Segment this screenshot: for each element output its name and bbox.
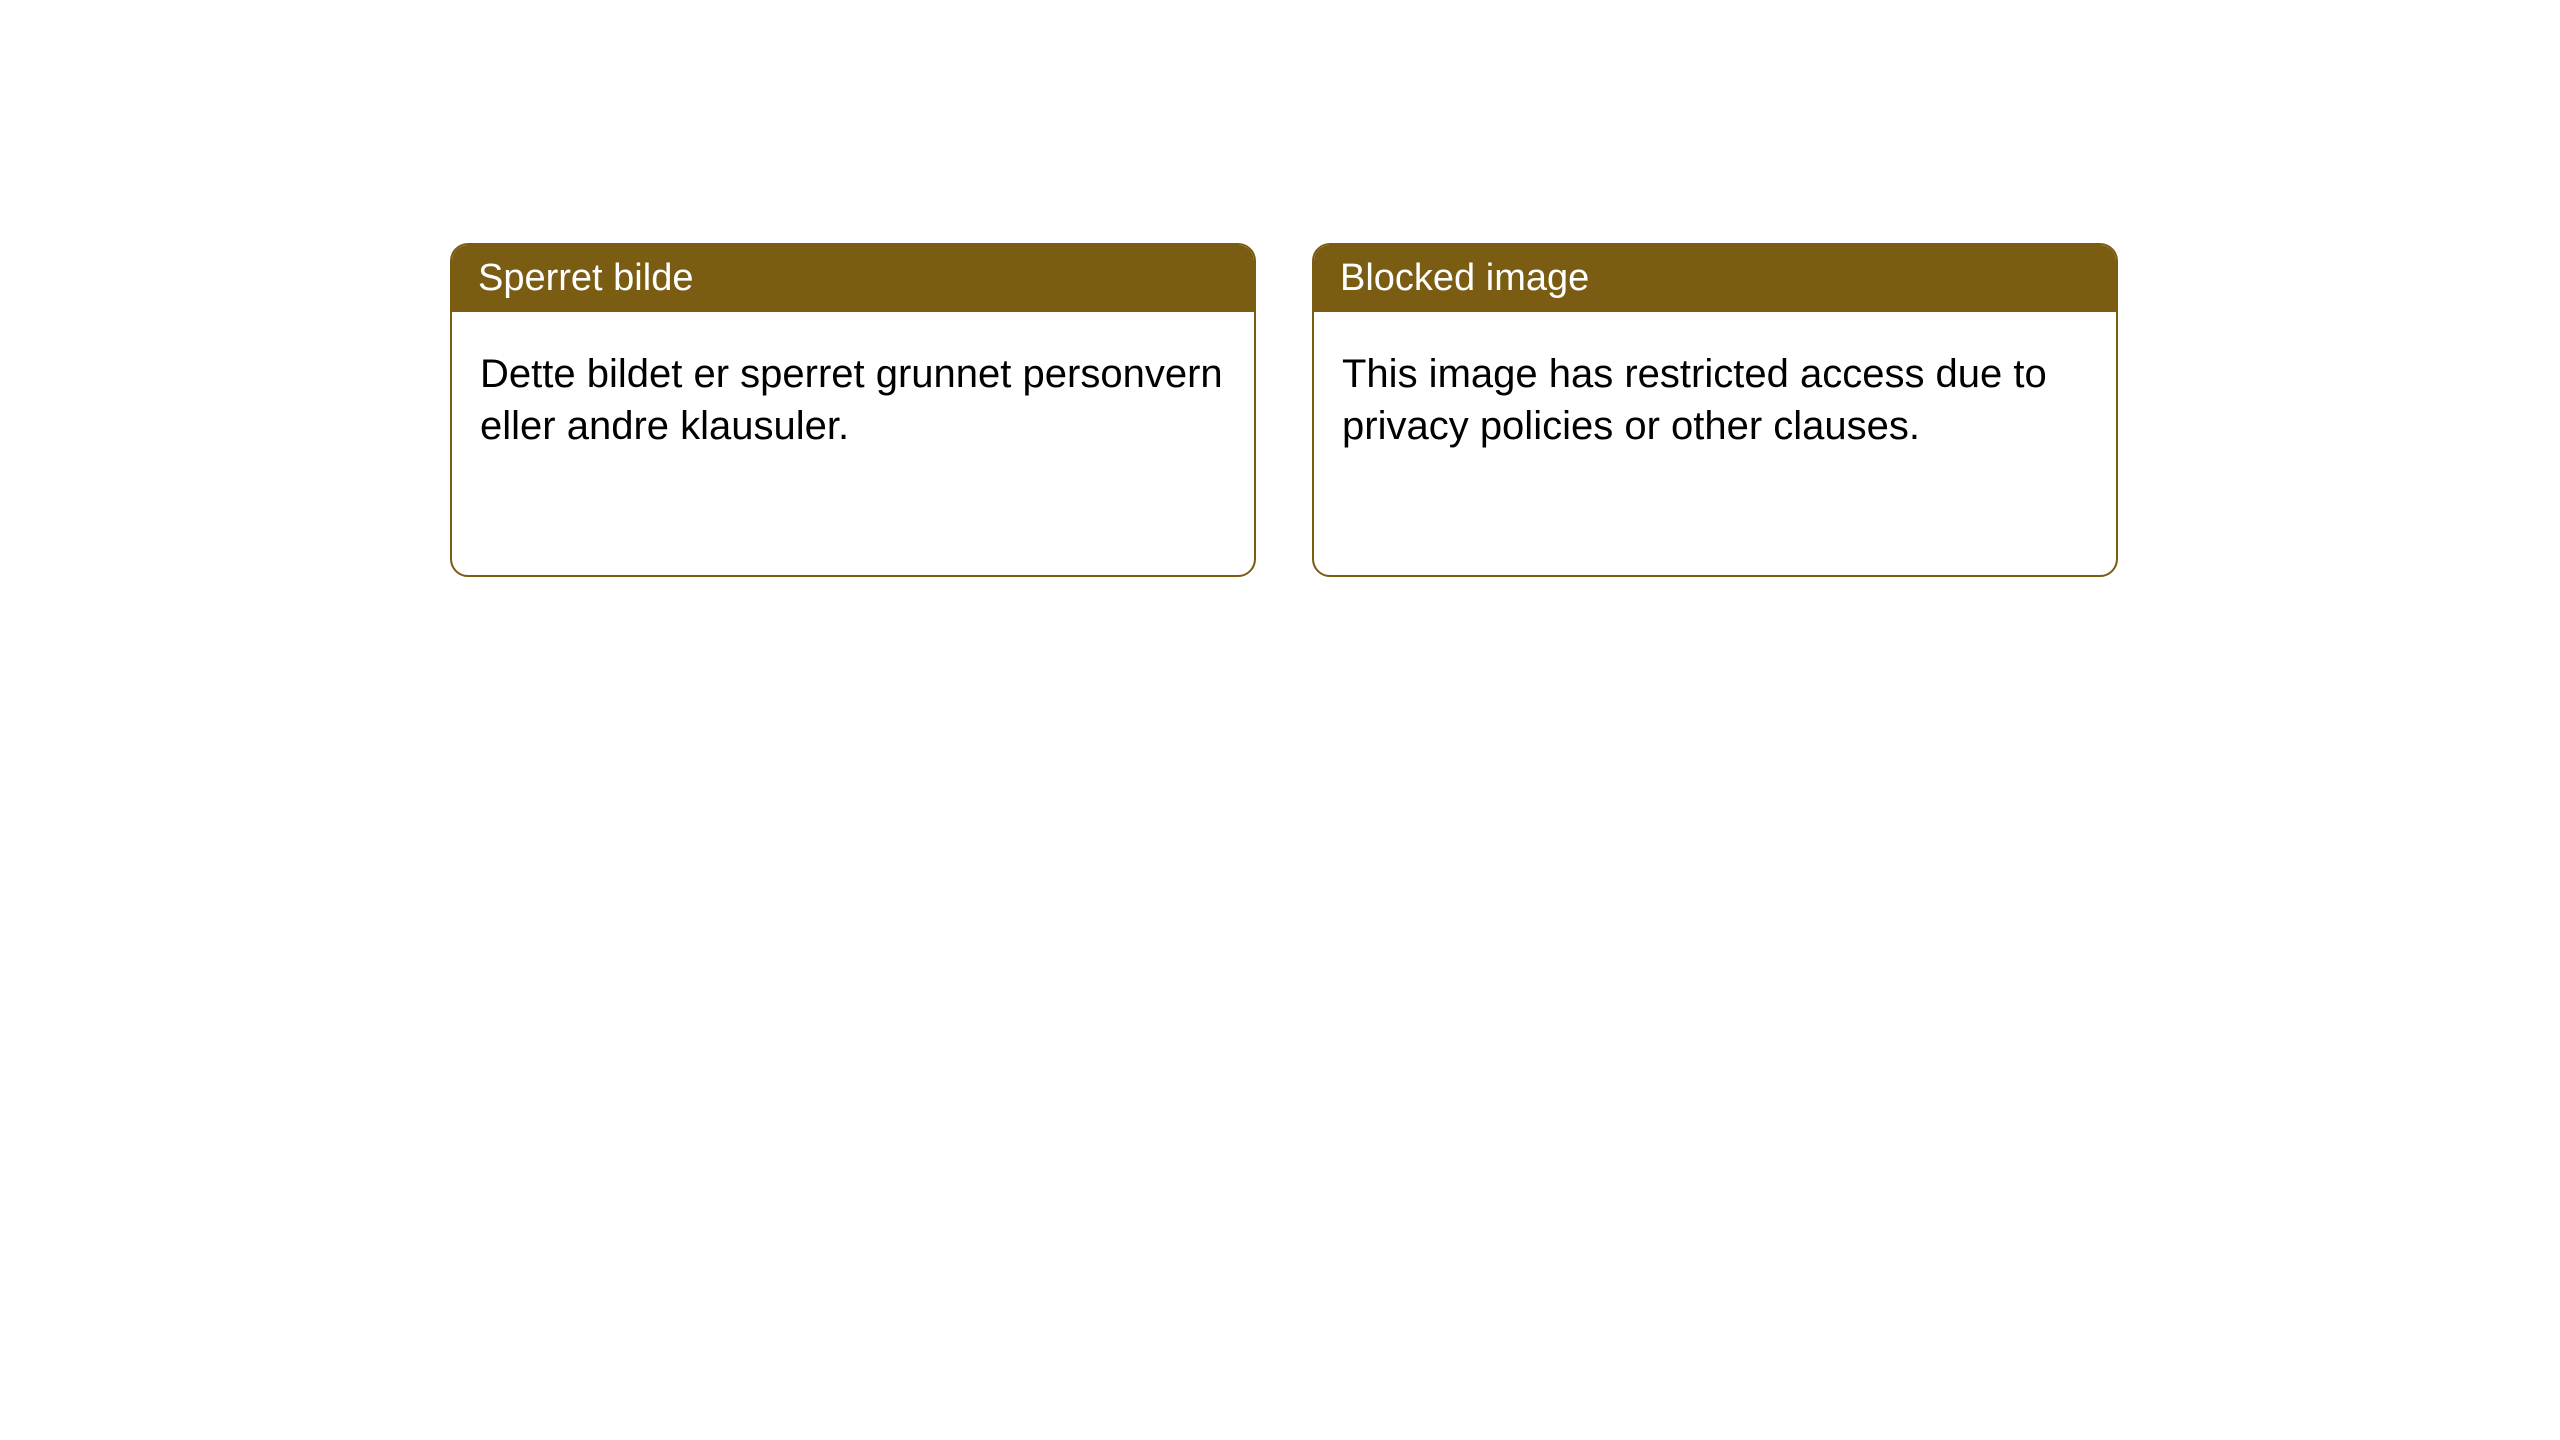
card-title: Sperret bilde xyxy=(478,257,693,299)
card-body-text: This image has restricted access due to … xyxy=(1342,352,2047,448)
notice-cards-container: Sperret bilde Dette bildet er sperret gr… xyxy=(0,0,2560,577)
card-body: This image has restricted access due to … xyxy=(1314,312,2116,488)
card-body: Dette bildet er sperret grunnet personve… xyxy=(452,312,1254,488)
card-body-text: Dette bildet er sperret grunnet personve… xyxy=(480,352,1223,448)
blocked-image-card-en: Blocked image This image has restricted … xyxy=(1312,243,2118,577)
blocked-image-card-no: Sperret bilde Dette bildet er sperret gr… xyxy=(450,243,1256,577)
card-header: Sperret bilde xyxy=(452,245,1254,312)
card-header: Blocked image xyxy=(1314,245,2116,312)
card-title: Blocked image xyxy=(1340,257,1589,299)
